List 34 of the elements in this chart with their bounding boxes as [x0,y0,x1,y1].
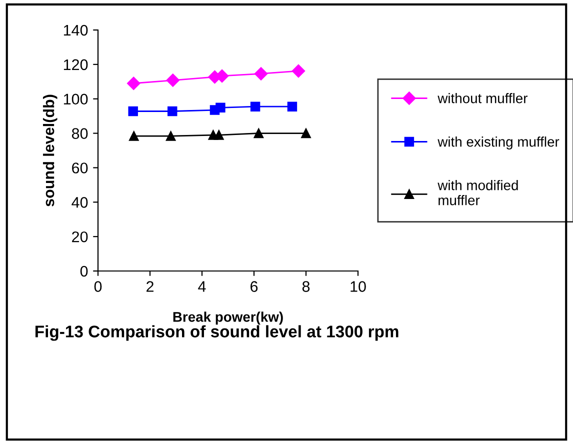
y-tick-label: 80 [72,128,88,139]
x-tick-label: 2 [146,281,154,292]
point [166,131,176,141]
point [250,102,260,112]
point [301,128,311,138]
point [214,130,224,140]
y-tick-label: 20 [72,231,88,242]
y-tick-label: 40 [72,197,88,208]
x-tick-label: 0 [94,281,102,292]
legend-label: without muffler [438,93,528,104]
text: Fig-13 Comparison of sound level at 1300 rpm [35,325,398,341]
x-tick-label: 8 [302,281,310,292]
point [254,67,268,80]
x-tick-label: 6 [250,281,258,292]
y-tick-label: 100 [64,94,88,105]
point [127,76,140,90]
y-axis-title: sound level(db) [42,94,58,206]
y-tick-label: 0 [80,266,88,277]
point [129,131,139,141]
x-tick-label: 4 [198,281,206,292]
legend-label: with existing muffler [438,136,560,150]
point [287,102,298,112]
point [292,64,306,78]
point [254,128,264,138]
point [216,102,226,112]
point [168,106,178,116]
point [128,106,138,116]
point [166,74,180,87]
y-tick-label: 120 [64,59,88,70]
y-tick-label: 60 [72,162,88,174]
x-axis-title: Break power(kw) [173,312,283,325]
x-tick-label: 10 [350,281,366,292]
y-tick-label: 140 [64,24,88,36]
legend-label: with modified muffler [438,180,518,206]
